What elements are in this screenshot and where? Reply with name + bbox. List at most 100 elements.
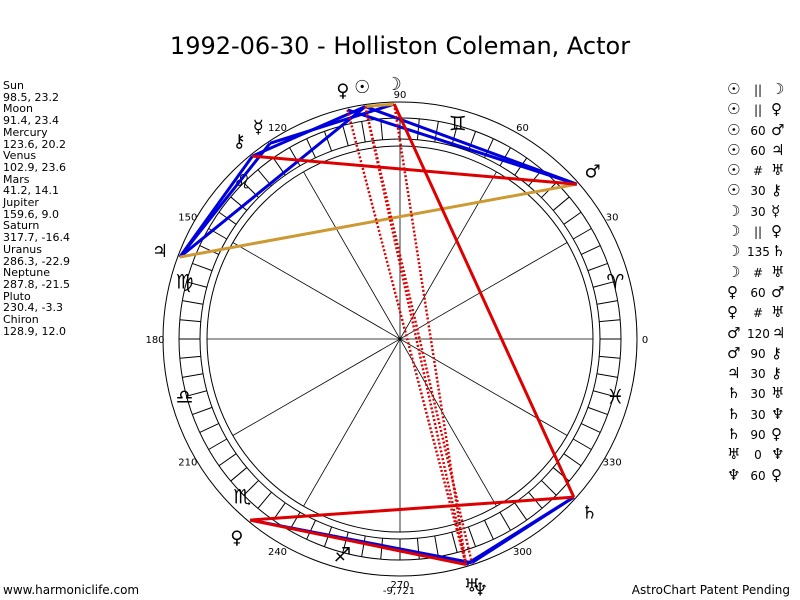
degree-tick: [434, 535, 439, 557]
planet-glyph-icon: ♆: [472, 579, 488, 600]
zodiac-sign-icon: ♓: [606, 385, 624, 409]
aspect-line: [179, 182, 578, 259]
degree-tick: [192, 262, 213, 272]
degree-label: 300: [513, 547, 532, 558]
zodiac-sign-icon: ♏: [233, 485, 251, 509]
aspect-line: [347, 108, 578, 186]
zodiac-sign-icon: ♐: [333, 542, 351, 566]
aspect-line: [249, 518, 467, 567]
degree-label: 30: [606, 213, 619, 224]
degree-tick: [581, 245, 601, 255]
degree-tick: [587, 262, 608, 272]
zodiac-sign-icon: ♊: [449, 112, 467, 136]
degree-tick: [361, 121, 366, 143]
aspect-angle: 30: [750, 367, 766, 382]
planet-name: Mercury: [3, 125, 48, 139]
aspect-row: ♆ 60 ♀: [727, 466, 785, 486]
aspect-angle: ||: [753, 83, 763, 97]
planet-glyph-icon: ♀: [336, 80, 349, 101]
aspect-line: [252, 154, 577, 186]
aspect-row: ☽ 30 ☿: [727, 202, 785, 222]
planet-glyph-icon: ⚷: [233, 131, 246, 152]
aspect-planet-1: ☽: [727, 262, 741, 281]
degree-tick: [593, 390, 614, 397]
aspect-row: ☽ # ♅: [727, 263, 785, 283]
aspect-row: ♀ # ♅: [727, 303, 785, 323]
degree-tick: [230, 467, 248, 482]
aspect-line: [465, 495, 575, 566]
degree-tick: [192, 406, 213, 416]
aspect-row: ♃ 30 ⚷: [727, 364, 785, 384]
aspect-line: [250, 495, 574, 522]
aspect-row: ☽ || ♀: [727, 222, 785, 242]
aspect-planet-2: ☿: [771, 201, 781, 220]
degree-tick: [467, 131, 477, 152]
aspect-row: ♄ 90 ♀: [727, 425, 785, 445]
planet-coords: 286.3, -22.9: [3, 254, 70, 268]
aspect-planet-1: ♂: [727, 343, 741, 362]
aspect-planet-1: ♆: [727, 465, 741, 484]
degree-label: 0: [642, 335, 648, 346]
aspect-planet-2: ♀: [771, 465, 782, 484]
degree-tick: [306, 138, 316, 158]
planet-coords: 91.4, 23.4: [3, 114, 59, 128]
degree-label: 60: [516, 123, 529, 134]
aspect-row: ☉ || ♀: [727, 100, 785, 120]
aspect-angle: 0: [754, 448, 762, 463]
planet-name: Sun: [3, 79, 24, 92]
aspect-planet-2: ♀: [771, 100, 782, 119]
aspect-planet-1: ☽: [727, 222, 741, 241]
aspect-angle: 30: [750, 184, 766, 199]
degree-tick: [599, 319, 621, 323]
zodiac-sign-icon: ♎: [176, 385, 194, 409]
aspect-planet-1: ♄: [727, 404, 741, 423]
aspect-planet-2: ♆: [771, 404, 785, 423]
aspect-row: ♀ 60 ♂: [727, 283, 785, 303]
degree-tick: [323, 131, 333, 152]
degree-tick: [552, 196, 570, 211]
aspect-planet-1: ☉: [727, 100, 741, 119]
degree-tick: [587, 406, 608, 416]
planet-glyph-icon: ☉: [354, 77, 370, 98]
chart-title: 1992-06-30 - Holliston Coleman, Actor: [169, 32, 631, 60]
planet-position-list: Sun 98.5, 23.2 Moon 91.4, 23.4 Mercury 123.6,…: [3, 80, 70, 337]
aspect-planet-2: ♅: [771, 303, 785, 322]
degree-tick: [342, 532, 349, 553]
planet-glyph-icon: ♀: [230, 527, 243, 548]
aspect-angle: 60: [750, 285, 766, 300]
degree-label: 330: [603, 458, 622, 469]
planet-coords: 123.6, 20.2: [3, 137, 66, 151]
degree-tick: [451, 532, 458, 553]
aspect-planet-1: ☽: [727, 242, 741, 261]
aspect-row: ♂ 90 ⚷: [727, 344, 785, 364]
aspect-planet-2: ♅: [771, 384, 785, 403]
aspect-planet-1: ♂: [727, 323, 741, 342]
planet-name: Mars: [3, 172, 30, 186]
aspect-planet-1: ☉: [727, 140, 741, 159]
planet-coords: 159.6, 9.0: [3, 207, 59, 221]
degree-tick: [182, 373, 204, 378]
degree-label: 210: [178, 458, 197, 469]
degree-tick: [182, 300, 204, 305]
degree-tick: [186, 281, 207, 288]
aspect-planet-1: ♅: [727, 445, 741, 464]
zodiac-sign-icon: ♈: [606, 269, 624, 293]
aspect-angle: 60: [750, 143, 766, 158]
degree-tick: [243, 480, 259, 496]
aspect-angle: ||: [753, 225, 763, 240]
aspect-planet-1: ☉: [727, 161, 741, 180]
degree-label: 240: [268, 547, 287, 558]
degree-tick: [499, 511, 511, 531]
aspect-line: [251, 105, 366, 158]
aspect-planet-2: ⚷: [771, 364, 782, 383]
degree-label: 150: [178, 213, 197, 224]
aspect-angle: 135: [747, 245, 770, 260]
aspect-row: ☽ 135 ♄: [727, 242, 785, 262]
aspect-line: [365, 102, 395, 109]
aspect-line: [346, 109, 468, 565]
aspect-planet-2: ♆: [771, 445, 785, 464]
aspect-planet-1: ☽: [727, 201, 741, 220]
degree-tick: [581, 423, 601, 433]
aspect-row: ☉ || ☽: [727, 80, 785, 100]
aspect-planet-2: ♅: [771, 262, 785, 281]
